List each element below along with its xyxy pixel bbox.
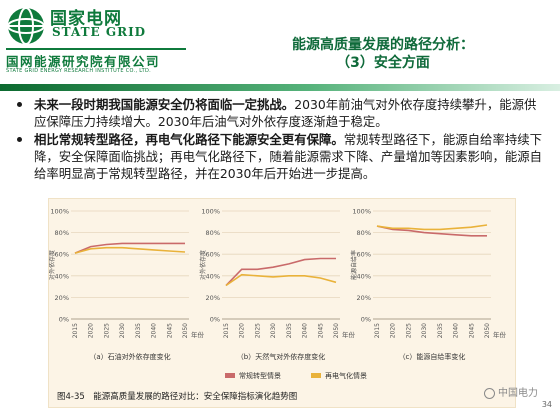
y-axis-label: 能源自给率 [350, 250, 358, 280]
series-line-1 [225, 257, 336, 287]
series-line-2 [376, 224, 488, 231]
y-tick-label: 100% [352, 208, 371, 216]
slide-title-line-2: （3）安全方面 [336, 55, 430, 71]
x-tick-label: 2030 [270, 323, 277, 338]
y-tick-label: 40% [206, 272, 220, 280]
legend-swatch [311, 373, 321, 378]
x-tick-label: 2045 [317, 323, 324, 338]
bullet-lead: 未来一段时期我国能源安全仍将面临一定挑战。 [34, 97, 295, 112]
y-tick-label: 100% [50, 208, 69, 216]
x-tick-label: 2050 [182, 323, 189, 338]
chart-1: 0% 20% 40% 60% 80% 100% 对外依存度 2015 2020 2025 2030 2… [49, 208, 205, 362]
bullet-item: 未来一段时期我国能源安全仍将面临一定挑战。2030年前油气对外依存度持续攀升，能… [14, 96, 546, 130]
x-tick-label: 2015 [374, 323, 381, 338]
x-tick-label: 2030 [421, 323, 428, 338]
y-tick-label: 40% [357, 272, 371, 280]
x-tick-label: 2035 [286, 323, 293, 338]
slide-header: 国家电网 STATE GRID 国网能源研究院有限公司 STATE GRID E… [0, 0, 560, 80]
y-tick-label: 20% [55, 294, 69, 302]
x-tick-label: 2025 [103, 323, 110, 338]
legend-label: 再电气化情景 [325, 371, 367, 380]
y-tick-label: 60% [206, 251, 220, 259]
watermark: 中国电力 [484, 384, 538, 399]
slide-title-line-1: 能源高质量发展的路径分析： [292, 37, 474, 53]
y-tick-label: 80% [55, 229, 69, 237]
chart-caption: （a）石油对外依存度变化 [89, 352, 170, 361]
x-tick-label: 2040 [302, 323, 309, 338]
bullet-list: 未来一段时期我国能源安全仍将面临一定挑战。2030年前油气对外依存度持续攀升，能… [14, 96, 546, 183]
bullet-lead: 相比常规转型路径，再电气化路径下能源安全更有保障。 [34, 132, 344, 147]
header-divider [0, 84, 560, 91]
x-tick-label: 2015 [72, 323, 79, 338]
series-line-2 [225, 273, 337, 287]
state-grid-logo-icon [7, 7, 45, 45]
x-axis-label: 年份 [493, 330, 507, 339]
x-tick-label: 2020 [239, 323, 246, 338]
x-axis-label: 年份 [191, 330, 205, 339]
legend-label: 常规转型情景 [239, 371, 281, 380]
legend: 常规转型情景 再电气化情景 [225, 371, 367, 380]
y-tick-label: 100% [201, 208, 220, 216]
x-tick-label: 2045 [166, 323, 173, 338]
y-tick-label: 80% [206, 229, 220, 237]
x-tick-label: 2035 [135, 323, 142, 338]
x-tick-label: 2040 [453, 323, 460, 338]
watermark-text: 中国电力 [498, 388, 538, 399]
y-tick-label: 20% [357, 294, 371, 302]
logo-divider [6, 48, 186, 50]
x-tick-label: 2025 [254, 323, 261, 338]
series-line-2 [74, 246, 186, 254]
chart-3: 0% 20% 40% 60% 80% 100% 能源自给率 2015 2020 2025 2030 2… [350, 208, 507, 362]
bullet-item: 相比常规转型路径，再电气化路径下能源安全更有保障。常规转型路径下，能源自给率持续… [14, 131, 546, 182]
y-tick-label: 60% [55, 251, 69, 259]
figure-caption: 图4-35 能源高质量发展的路径对比：安全保障指标演化趋势图 [57, 391, 297, 402]
x-tick-label: 2045 [468, 323, 475, 338]
x-tick-label: 2030 [119, 323, 126, 338]
x-tick-label: 2050 [484, 323, 491, 338]
institute-name-en: STATE GRID ENERGY RESEARCH INSTITUTE CO.… [6, 68, 152, 74]
y-tick-label: 40% [55, 272, 69, 280]
chart-caption: （b）天然气对外依存度变化 [237, 352, 325, 361]
x-axis-label: 年份 [342, 330, 356, 339]
brand-name-cn: 国家电网 [50, 9, 122, 29]
x-tick-label: 2015 [223, 323, 230, 338]
series-line-1 [376, 225, 487, 237]
figure-panel: 0% 20% 40% 60% 80% 100% 对外依存度 2015 2020 2025 2030 2… [48, 198, 516, 408]
y-tick-label: 20% [206, 294, 220, 302]
x-tick-label: 2050 [333, 323, 340, 338]
bullet-body: 常规转型路径下，能源自给率持续下降，安全保障面临挑战；再电气化路径下，随着能源需… [34, 132, 543, 181]
legend-swatch [225, 373, 235, 378]
institute-name-cn: 国网能源研究院有限公司 [6, 54, 161, 69]
y-axis-label: 对外依存度 [199, 250, 207, 280]
bullet-dot-icon [17, 137, 22, 142]
x-tick-label: 2020 [88, 323, 95, 338]
y-tick-label: 80% [357, 229, 371, 237]
brand-name-en: STATE GRID [52, 25, 147, 39]
y-tick-label: 0% [59, 316, 69, 324]
charts-figure: 0% 20% 40% 60% 80% 100% 对外依存度 2015 2020 2025 2030 2… [49, 208, 507, 403]
x-tick-label: 2040 [151, 323, 158, 338]
chart-caption: （c）能源自给率变化 [399, 352, 466, 361]
x-tick-label: 2020 [390, 323, 397, 338]
page-number: 34 [541, 400, 552, 409]
slide-title: 能源高质量发展的路径分析： （3）安全方面 [292, 36, 474, 72]
y-tick-label: 0% [210, 316, 220, 324]
chart-2: 0% 20% 40% 60% 80% 100% 对外依存度 2015 2020 2025 2030 2… [199, 208, 356, 362]
y-tick-label: 0% [361, 316, 371, 324]
y-tick-label: 60% [357, 251, 371, 259]
x-tick-label: 2035 [437, 323, 444, 338]
bullet-dot-icon [17, 102, 22, 107]
y-axis-label: 对外依存度 [49, 250, 56, 280]
watermark-icon [484, 387, 495, 399]
bullet-body: 2030年前油气对外依存度持续攀升，能源供应保障压力持续增大。2030年后油气对… [34, 97, 537, 129]
x-tick-label: 2025 [405, 323, 412, 338]
series-line-1 [74, 242, 185, 254]
